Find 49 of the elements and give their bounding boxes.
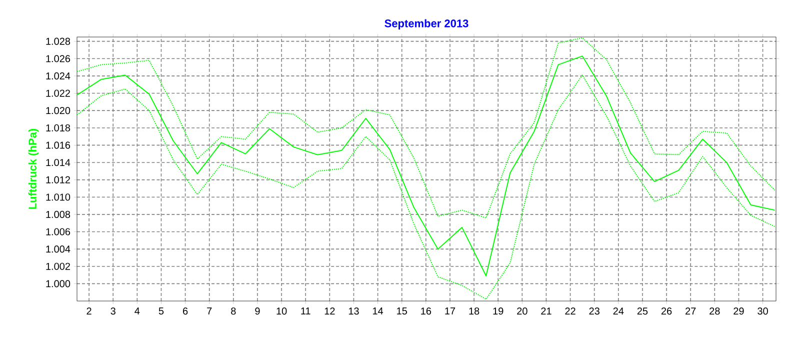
line-series [77, 56, 776, 276]
x-tick-label: 14 [372, 308, 384, 314]
y-tick-label: 1.000 [46, 280, 70, 288]
y-tick-label: 1.010 [46, 194, 70, 201]
x-tick-label: 3 [110, 308, 116, 315]
x-tick-label: 5 [158, 308, 164, 314]
x-tick-label: 13 [348, 308, 359, 315]
x-tick-label: 27 [686, 308, 696, 314]
x-tick-label: 22 [565, 308, 576, 314]
y-tick-label: 1.020 [46, 107, 70, 114]
x-tick-label: 4 [134, 308, 140, 314]
x-tick-label: 29 [734, 308, 744, 315]
y-tick-label: 1.002 [46, 262, 70, 270]
y-tick-label: 1.018 [46, 124, 70, 132]
y-tick-label: 1.014 [46, 158, 70, 166]
x-tick-label: 19 [493, 308, 504, 315]
y-tick-label: 1.022 [46, 90, 70, 97]
y-tick-label: 1.004 [46, 246, 70, 253]
x-tick-label: 8 [231, 308, 236, 315]
x-tick-label: 23 [589, 308, 600, 315]
x-tick-label: 10 [276, 308, 287, 315]
y-tick-label: 1.024 [46, 72, 70, 80]
x-tick-label: 25 [637, 308, 648, 315]
chart-title: September 2013 [384, 19, 468, 30]
x-tick-label: 16 [421, 308, 432, 315]
y-tick-label: 1.026 [46, 55, 70, 62]
x-tick-label: 9 [255, 308, 260, 315]
x-tick-label: 11 [301, 308, 310, 314]
y-tick-label: 1.008 [46, 210, 70, 218]
x-tick-label: 6 [183, 308, 188, 315]
line-series [77, 74, 776, 300]
x-tick-label: 21 [541, 308, 552, 314]
x-tick-label: 26 [661, 308, 672, 315]
x-tick-label: 7 [207, 308, 212, 314]
x-tick-label: 12 [324, 308, 335, 314]
y-tick-label: 1.006 [46, 228, 70, 236]
line-series [77, 37, 776, 218]
y-tick-label: 1.012 [46, 176, 70, 184]
x-tick-label: 18 [469, 308, 480, 315]
x-tick-label: 17 [445, 308, 456, 314]
x-tick-label: 28 [710, 308, 720, 315]
x-tick-label: 24 [613, 308, 624, 314]
x-tick-label: 20 [517, 308, 528, 315]
y-tick-label: 1.028 [46, 38, 70, 45]
y-tick-label: 1.016 [46, 142, 70, 149]
x-tick-label: 30 [758, 308, 768, 315]
y-axis-title: Luftdruck (hPa) [28, 128, 39, 209]
x-tick-label: 15 [397, 308, 407, 314]
x-tick-label: 2 [86, 308, 92, 314]
